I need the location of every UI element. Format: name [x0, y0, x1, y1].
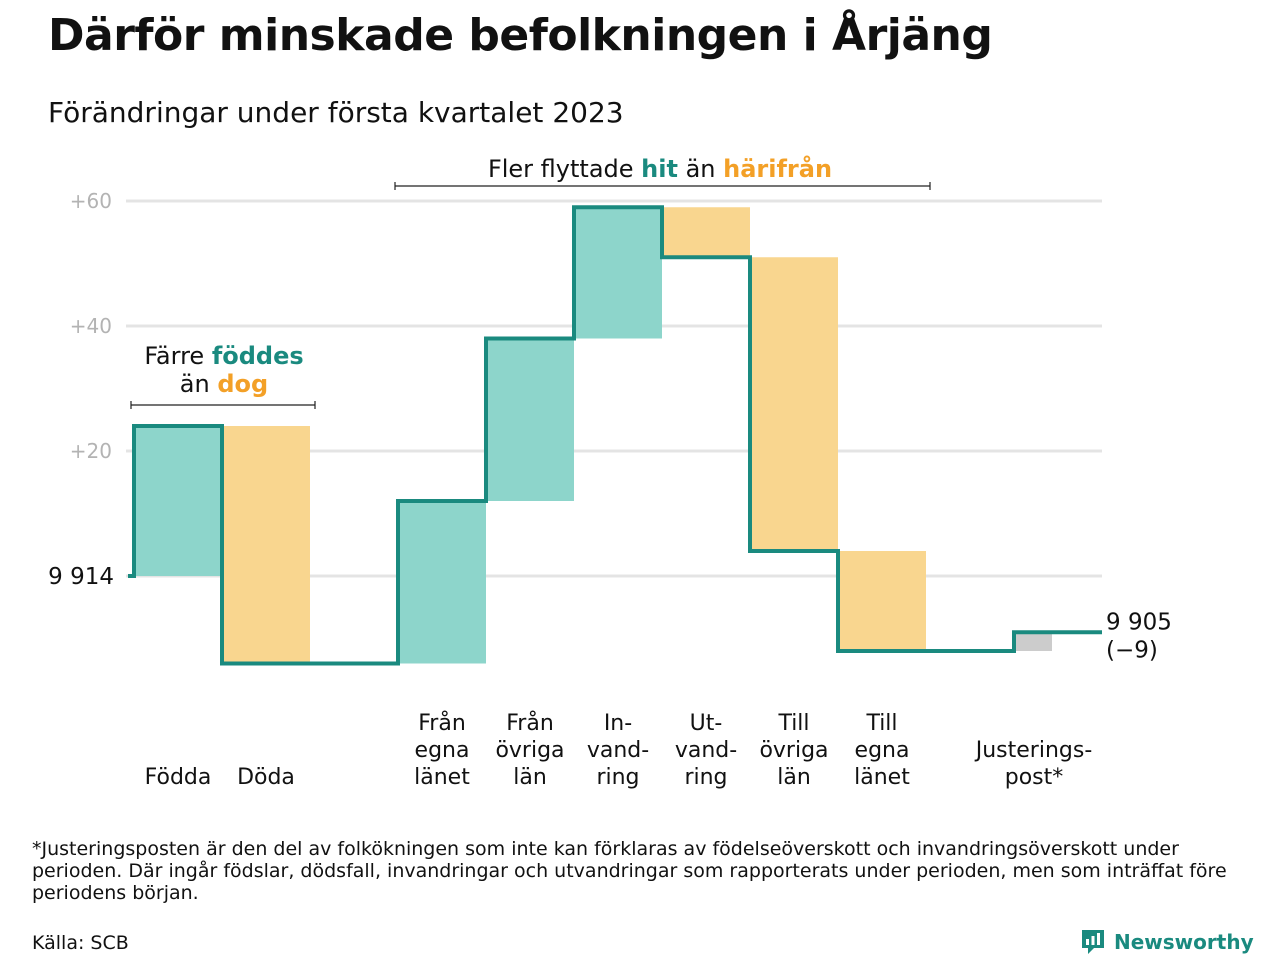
bar-2: [222, 426, 310, 664]
source: Källa: SCB: [32, 932, 129, 954]
step-line: [128, 205, 1102, 666]
page-subtitle: Förändringar under första kvartalet 2023: [48, 96, 624, 129]
end-change-label: (−9): [1106, 637, 1158, 663]
y-tick-label: +60: [70, 189, 112, 213]
labels: +20 +40 +60 9 914 9 905(−9) Födda Döda Från egna…: [48, 189, 1172, 790]
bar-7: [750, 257, 838, 551]
annotation-births-line1: Färre föddes: [144, 342, 303, 370]
category-label: Från övriga län: [495, 710, 564, 790]
bar-1: [134, 426, 222, 576]
logo-text: Newsworthy: [1114, 930, 1254, 954]
annotation-births-line2: än dog: [180, 370, 268, 398]
category-label: Till egna länet: [854, 711, 910, 790]
bar-8: [838, 551, 926, 651]
newsworthy-logo: Newsworthy: [1080, 928, 1254, 956]
bar-6: [662, 207, 750, 258]
newsworthy-logo-icon: [1082, 930, 1104, 954]
category-label: Födda: [145, 765, 212, 790]
waterfall-chart: +20 +40 +60 9 914 9 905(−9) Födda Döda Från egna…: [48, 154, 1172, 790]
start-value-label: 9 914: [48, 564, 114, 590]
category-label: Ut-vand-ring: [675, 711, 737, 790]
y-tick-label: +40: [70, 314, 112, 338]
page-title: Därför minskade befolkningen i Årjäng: [48, 10, 993, 61]
category-label: Till övriga län: [759, 711, 828, 790]
bars: [134, 207, 1052, 664]
category-label: Från egna länet: [414, 710, 470, 790]
bar-9: [1014, 632, 1052, 651]
footnote: *Justeringsposten är den del av folkökni…: [32, 838, 1227, 904]
annotation-migration: Fler flyttade hit än härifrån: [488, 154, 832, 183]
step-line-group: [128, 205, 1102, 666]
bar-3: [398, 501, 486, 664]
category-label: Döda: [237, 765, 295, 790]
bar-5: [574, 207, 662, 339]
y-tick-label: +20: [70, 439, 112, 463]
end-value-label: 9 905: [1106, 609, 1172, 635]
category-label: Justerings-post*: [974, 738, 1093, 790]
bar-4: [486, 338, 574, 501]
category-label: In-vand-ring: [587, 711, 649, 790]
